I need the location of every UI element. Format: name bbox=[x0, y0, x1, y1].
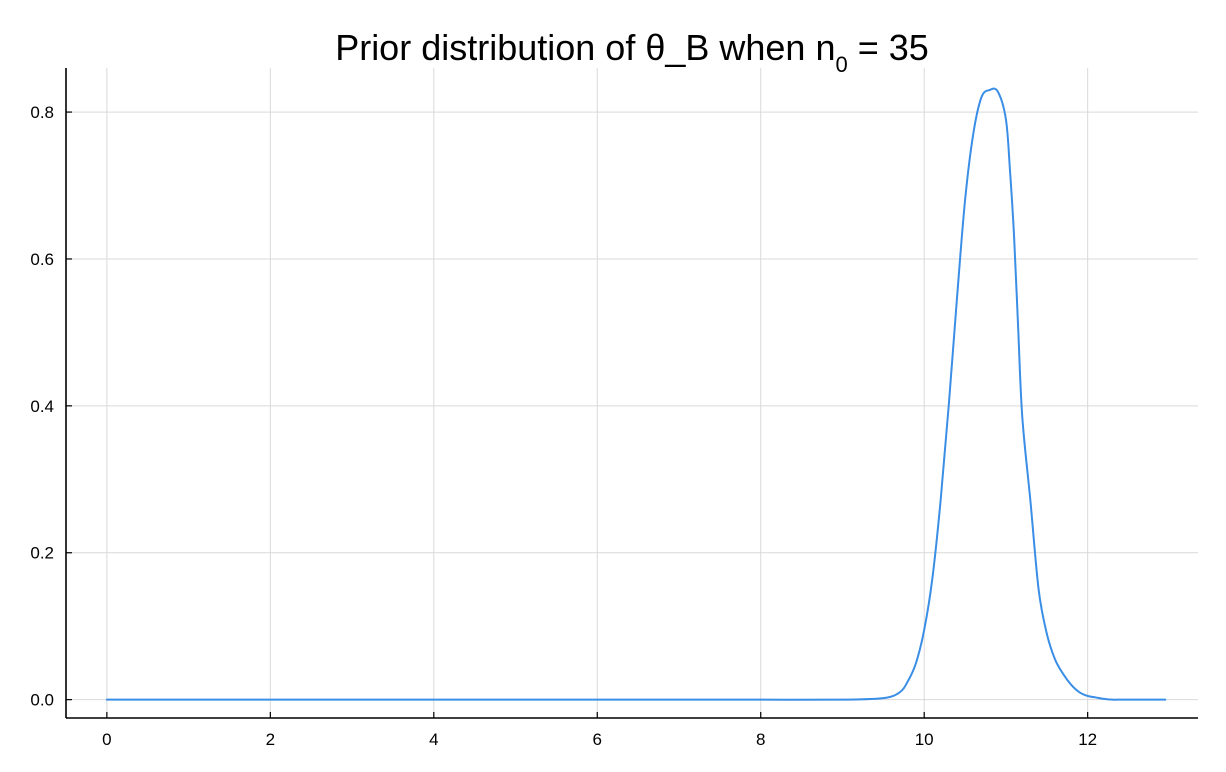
x-tick-label: 4 bbox=[429, 730, 438, 749]
ticks: 0 2 4 6 8 10 12 0.0 0.2 0.4 0.6 0.8 bbox=[30, 103, 1097, 749]
x-tick-label: 10 bbox=[915, 730, 934, 749]
chart-title: Prior distribution of θ_B when n0 = 35 bbox=[335, 27, 929, 77]
chart-title-main: Prior distribution of θ_B when n bbox=[335, 27, 835, 68]
y-tick-label: 0.0 bbox=[30, 691, 54, 710]
x-tick-label: 8 bbox=[756, 730, 765, 749]
x-tick-label: 6 bbox=[593, 730, 602, 749]
grid bbox=[66, 68, 1198, 718]
x-tick-label: 0 bbox=[102, 730, 111, 749]
chart-title-subscript: 0 bbox=[835, 52, 847, 77]
y-tick-label: 0.2 bbox=[30, 544, 54, 563]
axes bbox=[65, 68, 1198, 719]
chart-title-suffix: = 35 bbox=[848, 27, 929, 68]
y-tick-label: 0.8 bbox=[30, 103, 54, 122]
x-tick-label: 2 bbox=[266, 730, 275, 749]
y-tick-label: 0.6 bbox=[30, 250, 54, 269]
series-line bbox=[105, 87, 1167, 701]
series-group bbox=[105, 87, 1167, 701]
x-tick-label: 12 bbox=[1078, 730, 1097, 749]
y-tick-label: 0.4 bbox=[30, 397, 54, 416]
